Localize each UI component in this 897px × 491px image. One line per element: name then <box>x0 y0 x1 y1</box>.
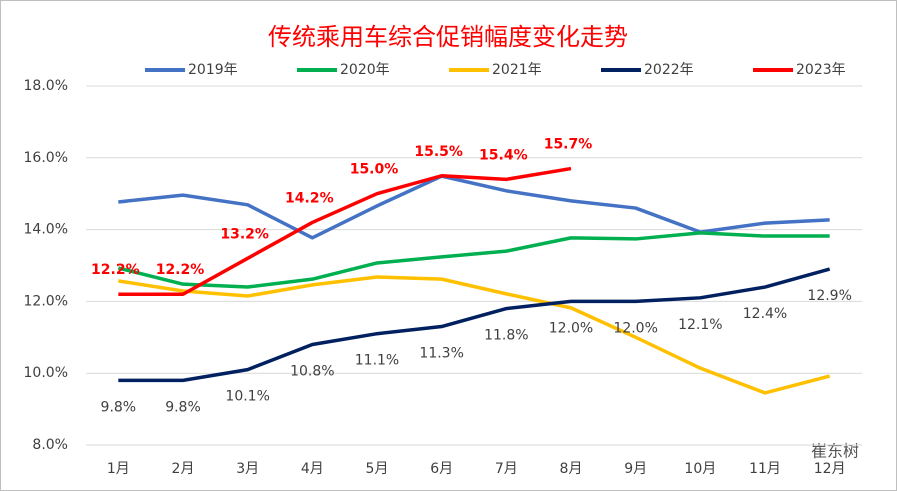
y-tick-label: 10.0% <box>24 365 68 381</box>
x-tick-label: 8月 <box>560 461 583 477</box>
data-label: 12.1% <box>678 317 722 333</box>
data-label: 12.2% <box>156 262 205 278</box>
x-tick-label: 1月 <box>107 461 130 477</box>
data-label: 12.4% <box>743 306 787 322</box>
data-label: 13.2% <box>220 226 269 242</box>
data-label: 12.0% <box>549 320 593 336</box>
x-tick-label: 10月 <box>684 461 716 477</box>
data-label: 14.2% <box>285 190 334 206</box>
data-label: 15.0% <box>350 162 399 178</box>
legend-label: 2020年 <box>340 62 390 78</box>
legend-label: 2019年 <box>188 62 238 78</box>
x-tick-label: 4月 <box>301 461 324 477</box>
data-label: 15.4% <box>479 147 528 163</box>
x-tick-label: 11月 <box>749 461 781 477</box>
line-series <box>118 174 830 240</box>
data-label: 11.3% <box>419 346 463 362</box>
y-tick-label: 12.0% <box>24 293 68 309</box>
legend-label: 2021年 <box>492 62 542 78</box>
data-label: 10.8% <box>290 363 334 379</box>
data-label: 11.8% <box>484 328 528 344</box>
data-label: 12.2% <box>91 262 140 278</box>
x-tick-label: 9月 <box>624 461 647 477</box>
chart-title: 传统乘用车综合促销幅度变化走势 <box>268 23 628 51</box>
data-label: 12.0% <box>613 320 657 336</box>
y-tick-label: 8.0% <box>32 437 68 453</box>
x-tick-label: 7月 <box>495 461 518 477</box>
data-label: 9.8% <box>165 399 201 415</box>
y-tick-label: 14.0% <box>24 222 68 238</box>
data-label: 9.8% <box>101 399 137 415</box>
line-series <box>118 275 831 395</box>
y-tick-label: 16.0% <box>24 150 68 166</box>
watermark: 崔东树 <box>811 442 859 461</box>
line-series <box>118 267 831 383</box>
legend-label: 2022年 <box>644 62 694 78</box>
data-label: 10.1% <box>225 389 269 405</box>
x-tick-label: 3月 <box>236 461 259 477</box>
x-tick-label: 6月 <box>430 461 453 477</box>
x-tick-label: 2月 <box>172 461 195 477</box>
data-label: 15.7% <box>544 137 593 153</box>
line-series <box>117 231 830 289</box>
y-tick-label: 18.0% <box>24 78 68 94</box>
legend-label: 2023年 <box>796 62 846 78</box>
x-tick-label: 5月 <box>366 461 389 477</box>
data-label: 12.9% <box>807 288 851 304</box>
data-label: 11.1% <box>355 353 399 369</box>
line-series <box>118 166 572 296</box>
data-label: 15.5% <box>414 144 463 160</box>
x-tick-label: 12月 <box>814 461 846 477</box>
